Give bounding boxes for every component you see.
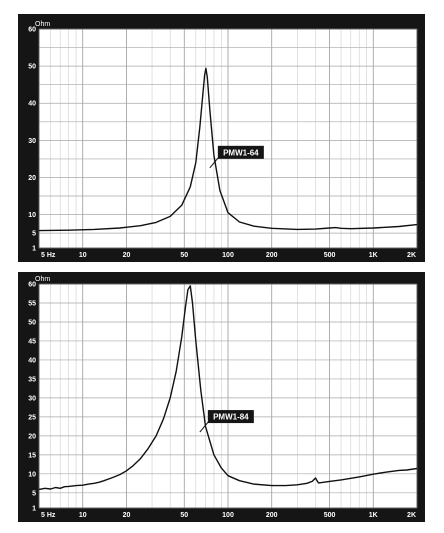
x-tick-label: 1K [369, 512, 378, 519]
impedance-curve [38, 67, 418, 232]
x-tick-label: 10 [79, 252, 87, 259]
y-tick-label: 10 [28, 212, 36, 219]
y-tick-label: 60 [28, 27, 36, 34]
y-tick-label: 20 [28, 175, 36, 182]
y-tick-label: 10 [28, 471, 36, 478]
y-tick-label: 25 [28, 414, 36, 421]
x-tick-label: 5 Hz [41, 512, 56, 519]
x-tick-label: 500 [324, 512, 336, 519]
plot-border [38, 28, 418, 249]
impedance-curve [38, 285, 418, 491]
annotation-label: PMW1-84 [213, 413, 249, 422]
y-tick-label: 5 [32, 231, 36, 238]
y-tick-label: 50 [28, 64, 36, 71]
y-tick-label: 1 [32, 246, 36, 253]
y-tick-label: 5 [32, 490, 36, 497]
x-tick-label: 50 [180, 512, 188, 519]
x-tick-label: 1K [369, 252, 378, 259]
impedance-chart-pmw1-64: Ohm 1 5 10 20 30 40 50 60 5 Hz 10 20 50 100 200 500 1K 2K… [18, 14, 425, 262]
annotation-label: PMW1-64 [223, 148, 259, 157]
y-tick-label: 50 [28, 319, 36, 326]
y-tick-label: 15 [28, 452, 36, 459]
annotation-box [217, 145, 264, 159]
plot-border [38, 283, 418, 509]
x-tick-label: 20 [123, 512, 131, 519]
x-tick-label: 500 [324, 252, 336, 259]
y-tick-label: 45 [28, 338, 36, 345]
x-tick-label: 5 Hz [41, 252, 56, 259]
x-tick-label: 2K [407, 252, 416, 259]
y-tick-label: 35 [28, 376, 36, 383]
y-tick-label: 60 [28, 282, 36, 289]
x-tick-label: 10 [79, 512, 87, 519]
y-unit-label: Ohm [35, 21, 50, 28]
impedance-chart-1-svg: Ohm 1 5 10 20 30 40 50 60 5 Hz 10 20 50 100 200 500 1K 2K… [28, 21, 418, 259]
annotation-box [207, 410, 254, 424]
x-tick-label: 100 [222, 252, 234, 259]
y-tick-label: 55 [28, 300, 36, 307]
x-tick-label: 200 [266, 252, 278, 259]
x-tick-label: 200 [266, 512, 278, 519]
x-tick-label: 20 [123, 252, 131, 259]
x-tick-label: 100 [222, 512, 234, 519]
y-tick-label: 40 [28, 357, 36, 364]
y-tick-label: 30 [28, 395, 36, 402]
y-tick-label: 30 [28, 138, 36, 145]
x-tick-label: 50 [180, 252, 188, 259]
x-tick-label: 2K [407, 512, 416, 519]
y-tick-label: 40 [28, 101, 36, 108]
y-tick-label: 1 [32, 506, 36, 513]
y-unit-label: Ohm [35, 276, 50, 283]
impedance-chart-pmw1-84: Ohm 1 5 10 15 20 25 30 35 40 45 50 55 60 5 Hz 10 20 50 100… [18, 272, 425, 522]
y-tick-label: 20 [28, 433, 36, 440]
